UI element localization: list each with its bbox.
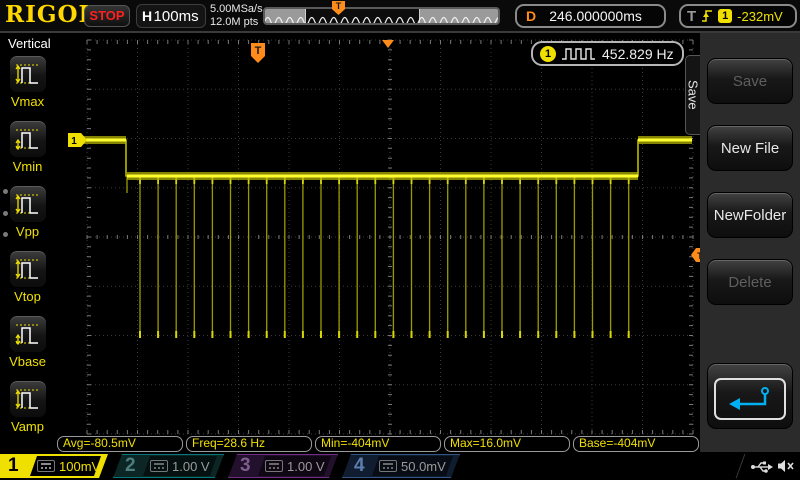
vmin-icon: [14, 129, 40, 151]
measure-item-vpp[interactable]: Vpp: [0, 185, 55, 239]
menu-button-delete[interactable]: Delete: [707, 259, 793, 305]
measure-label: Vpp: [15, 224, 40, 239]
acquisition-info: 5.00MSa/s 12.0M pts: [210, 3, 263, 29]
measure-item-vbase[interactable]: Vbase: [0, 315, 55, 369]
measure-label: Vamp: [11, 419, 44, 434]
vamp-icon: [14, 389, 40, 409]
menu-button-new-file[interactable]: New File: [707, 125, 793, 171]
measure-label: Vmax: [10, 94, 45, 109]
back-button-frame: [714, 378, 786, 420]
channel-scale: 1.00 V: [172, 458, 210, 474]
return-arrow-icon: [729, 387, 769, 410]
memory-trigger-marker: T: [332, 1, 345, 15]
channel-4-badge[interactable]: 4 50.0mV: [342, 454, 460, 478]
scope-grid-and-trace: 1 T T: [68, 39, 700, 435]
channel-number: 4: [354, 455, 365, 476]
measurement-min: Min=-404mV: [315, 436, 441, 452]
status-bar: RIGOL STOP H 100ms 5.00MSa/s 12.0M pts T…: [0, 0, 800, 33]
channel-number: 1: [8, 455, 19, 476]
page-indicator-dot: [3, 211, 8, 216]
measure-item-vmin[interactable]: Vmin: [0, 120, 55, 174]
run-state-badge[interactable]: STOP: [84, 5, 130, 27]
menu-button-new-folder[interactable]: NewFolder: [707, 192, 793, 238]
channel-2-badge[interactable]: 2 1.00 V: [113, 454, 224, 478]
vtop-icon: [14, 259, 40, 279]
trigger-source-badge: 1: [718, 9, 733, 23]
delay-value: 246.000000ms: [549, 8, 642, 24]
measurement-base: Base=-404mV: [573, 436, 699, 452]
left-menu-title: Vertical: [8, 36, 51, 51]
svg-text:T: T: [255, 45, 262, 57]
horizontal-label: H: [142, 8, 153, 24]
timebase-value: 100ms: [153, 7, 199, 25]
menu-tab: Save: [685, 55, 701, 135]
memory-waveform-icon: [265, 16, 498, 23]
channel-scale: 1.00 V: [287, 458, 325, 474]
dc-coupling-icon: [39, 461, 53, 471]
usb-icon: [751, 461, 773, 473]
dc-coupling-icon: [381, 461, 395, 471]
speaker-muted-icon[interactable]: [776, 458, 796, 474]
measurement-max: Max=16.0mV: [444, 436, 570, 452]
delay-label: D: [526, 8, 537, 24]
waveform-display: 1 T T 1 452.829 Hz Avg=-80.5mV Freq=28.6 H…: [55, 33, 700, 452]
measure-item-vmax[interactable]: Vmax: [0, 55, 55, 109]
delay-readout-box: D 246.000000ms: [515, 4, 666, 28]
horizontal-timebase-box[interactable]: H 100ms: [136, 4, 206, 28]
channel-scale: 50.0mV: [401, 458, 446, 474]
measurement-freq: Freq=28.6 Hz: [186, 436, 312, 452]
counter-channel-badge: 1: [540, 45, 556, 62]
memory-position-bar: [263, 7, 500, 25]
counter-value: 452.829 Hz: [602, 45, 674, 62]
vpp-icon: [14, 194, 40, 214]
save-menu-panel: Save Save New File NewFolder Delete: [685, 33, 800, 452]
memory-depth: 12.0M pts: [210, 16, 259, 28]
dc-coupling-icon: [152, 461, 166, 471]
channel-scale: 100mV: [59, 458, 101, 474]
menu-title: Save: [685, 80, 701, 110]
sample-rate: 5.00MSa/s: [210, 3, 263, 15]
footer-divider: [735, 454, 746, 478]
page-indicator-dot: [3, 189, 8, 194]
square-wave-icon: [562, 48, 595, 60]
menu-button-back[interactable]: [707, 363, 793, 429]
measure-label: Vbase: [9, 354, 46, 369]
measure-item-vtop[interactable]: Vtop: [0, 250, 55, 304]
trigger-label: T: [687, 7, 697, 25]
measure-item-vamp[interactable]: Vamp: [0, 380, 55, 434]
dc-coupling-icon: [267, 461, 281, 471]
channel-1-badge[interactable]: 1 100mV: [0, 454, 108, 478]
channel-status-bar: 1 100mV 2 1.00 V 3 1.00 V 4 50.0mV: [0, 452, 800, 480]
frequency-counter: 1 452.829 Hz: [531, 41, 684, 66]
menu-button-save[interactable]: Save: [707, 58, 793, 104]
measure-label: Vtop: [14, 289, 41, 304]
svg-text:1: 1: [71, 136, 77, 147]
measure-label: Vmin: [12, 159, 43, 174]
measurement-avg: Avg=-80.5mV: [57, 436, 183, 452]
svg-text:T: T: [697, 251, 700, 261]
rising-edge-icon: [702, 10, 713, 22]
channel-number: 2: [125, 455, 136, 476]
trigger-level-value: -232mV: [737, 8, 783, 24]
measurement-results-bar: Avg=-80.5mV Freq=28.6 Hz Min=-404mV Max=…: [57, 436, 699, 452]
channel-number: 3: [240, 455, 251, 476]
vmax-icon: [14, 64, 40, 84]
rigol-logo: RIGOL: [5, 1, 96, 28]
vertical-measure-menu: Vertical Vmax Vmin Vpp Vtop: [0, 33, 55, 452]
page-indicator-dot: [3, 232, 8, 237]
channel-3-badge[interactable]: 3 1.00 V: [228, 454, 338, 478]
trigger-readout-box[interactable]: T 1 -232mV: [679, 4, 797, 28]
vbase-icon: [14, 324, 40, 346]
